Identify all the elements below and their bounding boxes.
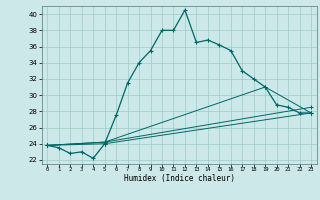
X-axis label: Humidex (Indice chaleur): Humidex (Indice chaleur) [124, 174, 235, 183]
